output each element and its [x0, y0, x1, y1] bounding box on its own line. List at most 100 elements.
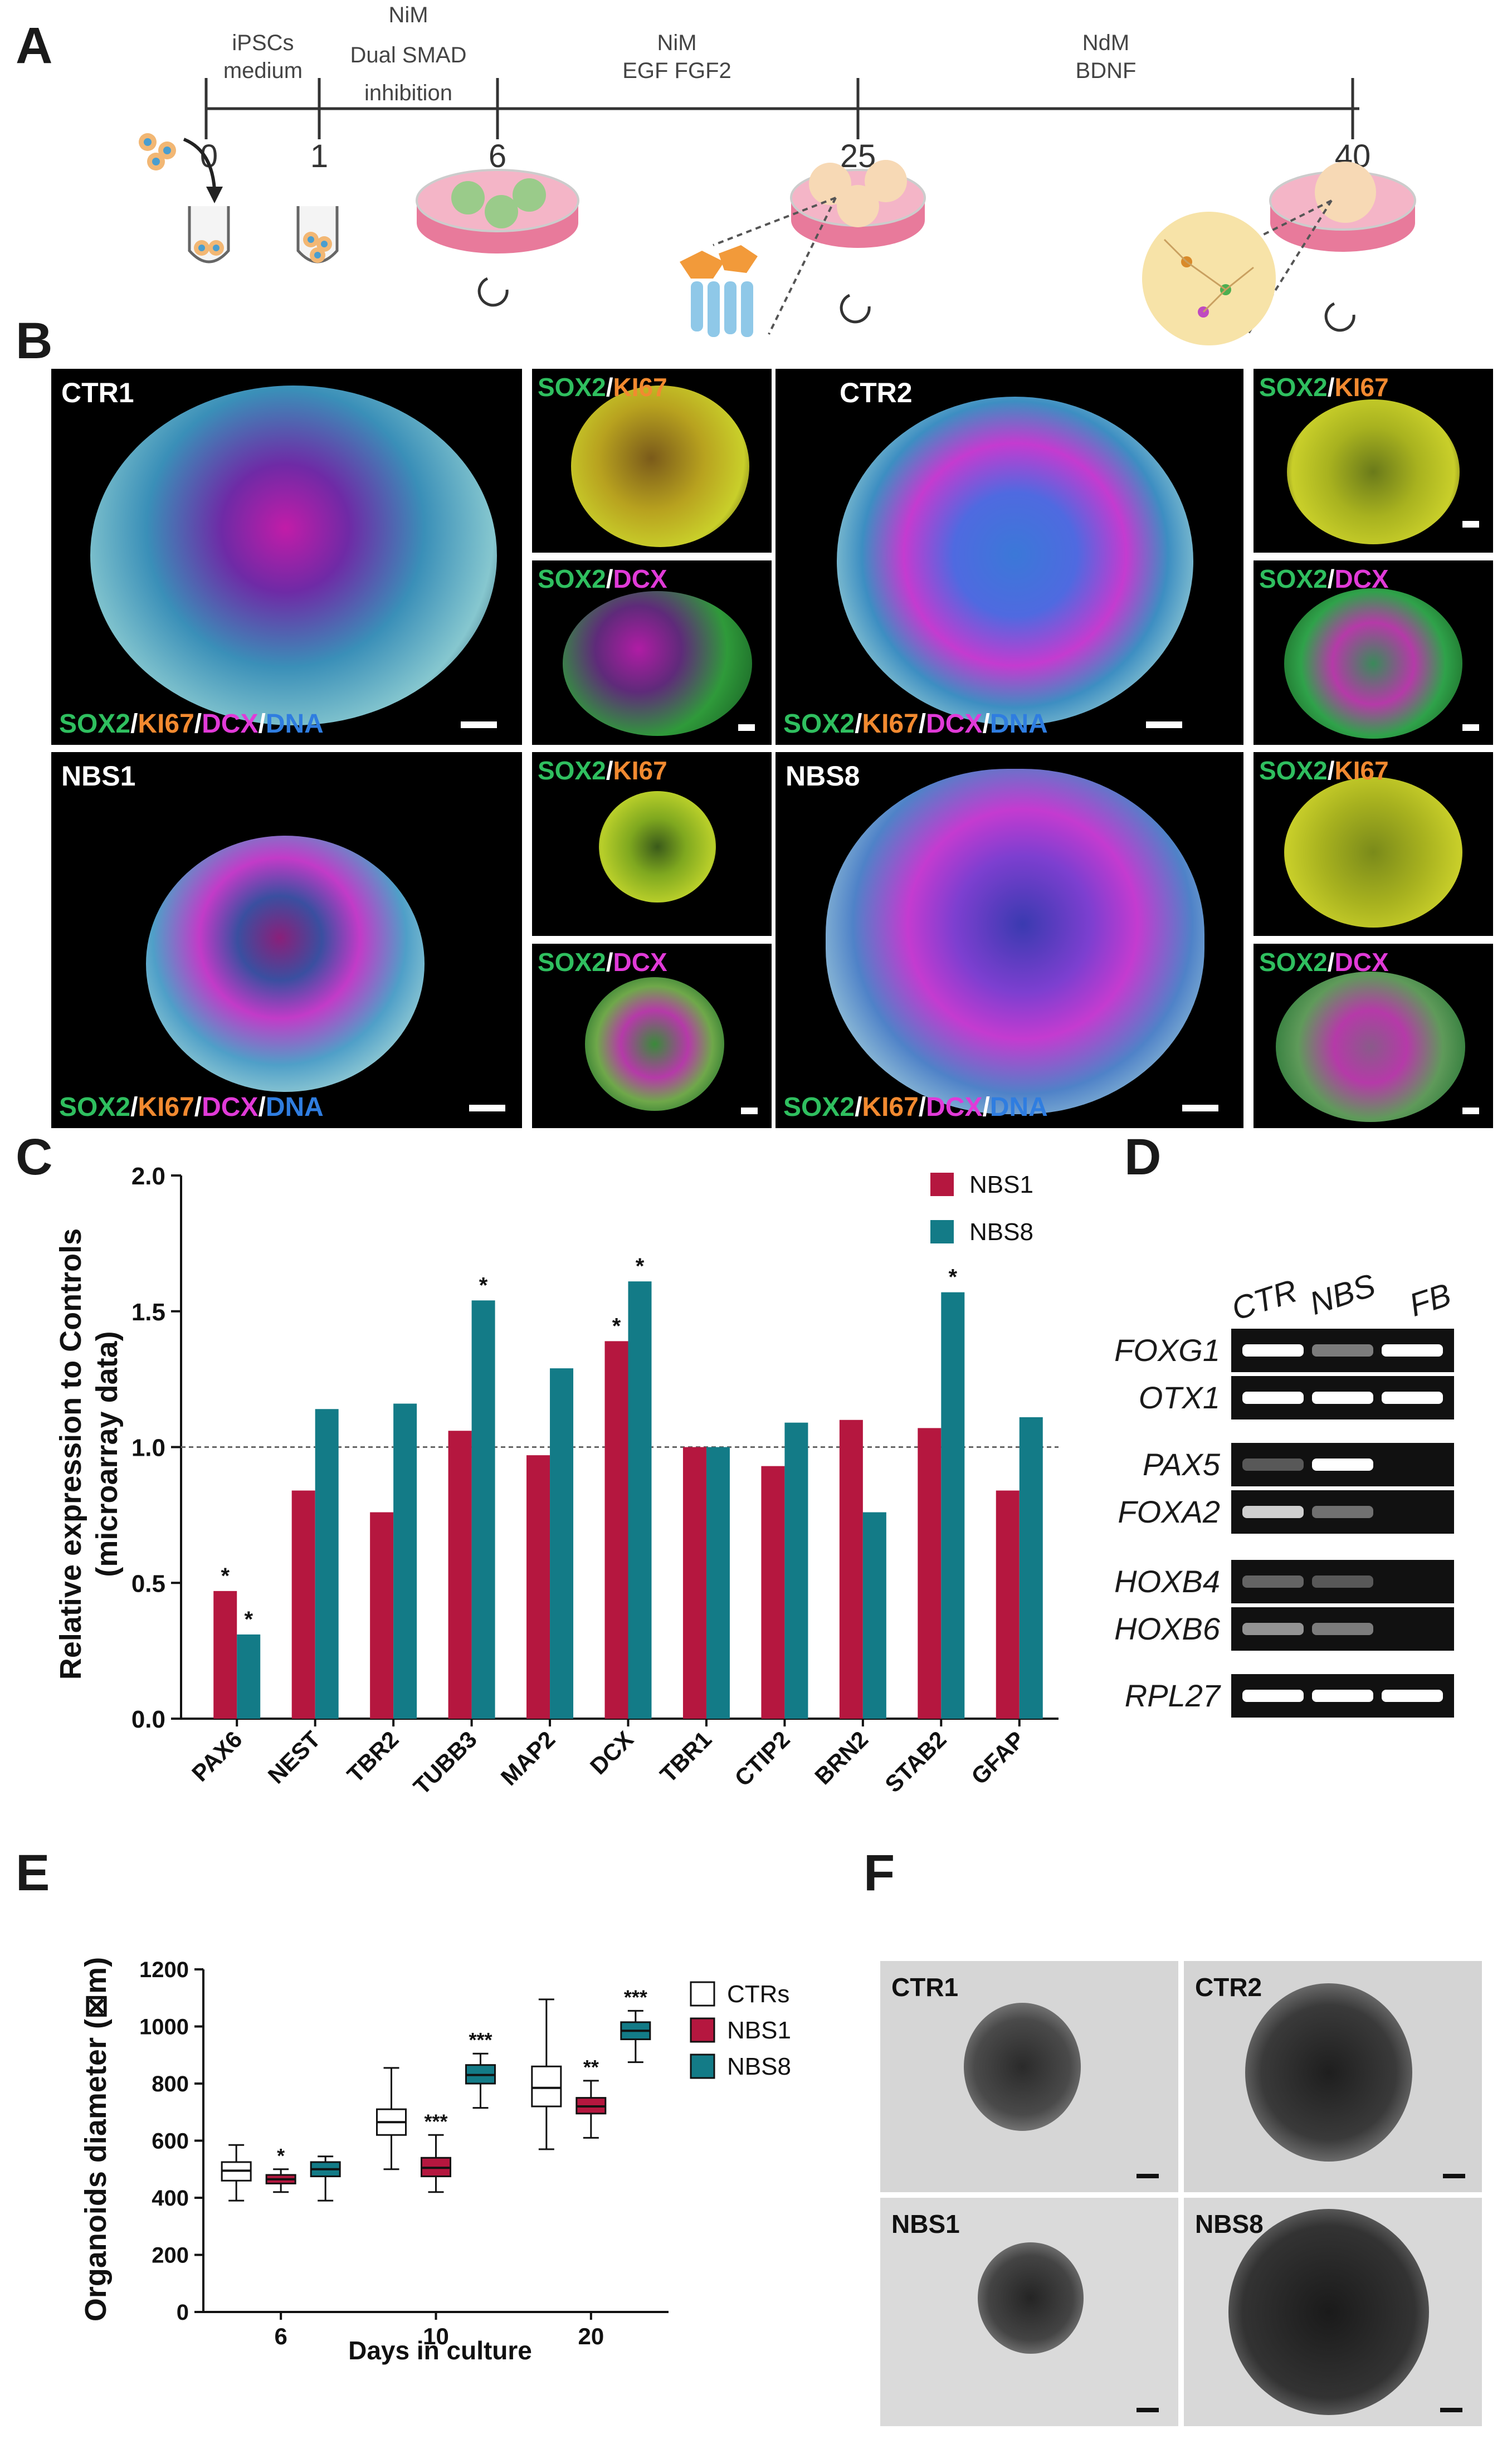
group-label: CTR2	[840, 377, 913, 408]
medium-label: EGF FGF2	[622, 58, 731, 83]
gel-gene-label: FOXA2	[1118, 1494, 1220, 1529]
y-tick-label: 0.5	[131, 1570, 165, 1597]
bar	[604, 1341, 628, 1719]
day-label: 0	[200, 138, 218, 174]
gel-gene-label: RPL27	[1124, 1678, 1220, 1713]
bar	[839, 1420, 863, 1719]
scale-bar	[469, 1105, 505, 1111]
gel-lane-strip	[1231, 1376, 1454, 1420]
neuroepithelium-icon	[680, 245, 758, 337]
gel-band	[1242, 1575, 1304, 1588]
organoid	[978, 2242, 1084, 2354]
image-nbs8-sox2-ki67: SOX2/KI67	[1254, 752, 1493, 936]
bar	[862, 1512, 886, 1719]
bar	[941, 1292, 965, 1719]
gel-lane-strip	[1231, 1490, 1454, 1534]
group-label: NBS1	[891, 2209, 960, 2238]
stain-legend: SOX2/KI67/DCX/DNA	[783, 709, 1048, 739]
legend-label: NBS1	[727, 2017, 791, 2044]
organoid	[571, 386, 749, 547]
scale-bar	[1182, 1105, 1218, 1111]
gel-column-headers: CTR NBS FB	[1227, 1267, 1465, 1328]
gel-band	[1312, 1623, 1373, 1635]
stain-legend: SOX2/DCX	[1259, 948, 1389, 977]
medium-label: NiM	[657, 31, 696, 55]
x-tick-label: TBR2	[342, 1726, 404, 1788]
significance-mark: *	[949, 1265, 958, 1290]
bar	[471, 1300, 495, 1719]
tube-icon	[296, 206, 339, 264]
gel-band	[1242, 1392, 1304, 1404]
bar	[996, 1490, 1020, 1719]
x-tick-label: 10	[423, 2323, 449, 2349]
bar	[706, 1447, 730, 1719]
panel-label-d: D	[1124, 1129, 1162, 1186]
y-tick-label: 600	[152, 2129, 189, 2154]
stain-legend: SOX2/KI67	[1259, 373, 1389, 402]
bar	[550, 1368, 574, 1719]
stain-legend: SOX2/DCX	[538, 564, 667, 593]
stain-legend: SOX2/KI67/DCX/DNA	[59, 1092, 324, 1122]
organoid	[585, 977, 724, 1111]
panel-label-f: F	[864, 1845, 895, 1901]
group-label: CTR2	[1195, 1973, 1262, 2002]
y-tick-label: 0	[177, 2300, 189, 2325]
gel-gene-label: HOXB6	[1114, 1611, 1220, 1646]
gel-column-label: FB	[1404, 1276, 1456, 1324]
scale-bar	[1462, 1108, 1479, 1114]
stain-legend: SOX2/KI67/DCX/DNA	[59, 709, 324, 739]
image-ctr1-merged: CTR1 SOX2/KI67/DCX/DNA	[51, 369, 522, 745]
organoid	[563, 591, 752, 736]
organoid	[1245, 1983, 1412, 2162]
significance-mark: *	[612, 1314, 621, 1338]
medium-label: medium	[223, 58, 303, 83]
bar	[628, 1281, 652, 1719]
gel-gene-label: FOXG1	[1114, 1333, 1220, 1368]
image-ctr1-sox2-ki67: SOX2/KI67	[532, 369, 772, 553]
x-tick-label: BRN2	[809, 1726, 873, 1789]
significance-mark: *	[479, 1273, 488, 1297]
scale-bar	[738, 724, 755, 731]
significance-mark: ***	[624, 1986, 647, 2008]
x-tick-label: 20	[578, 2323, 604, 2349]
gel-band	[1242, 1344, 1304, 1357]
organoid	[599, 791, 716, 903]
brightfield-nbs8: NBS8	[1184, 2198, 1482, 2426]
gel-band	[1382, 1344, 1443, 1357]
y-tick-label: 2.0	[131, 1163, 165, 1190]
group-label: NBS1	[61, 760, 136, 792]
significance-mark: *	[277, 2144, 285, 2167]
gel-lane-strip	[1231, 1674, 1454, 1718]
x-tick-label: PAX6	[187, 1726, 247, 1787]
gel-band	[1312, 1506, 1373, 1518]
image-ctr2-sox2-ki67: SOX2/KI67	[1254, 369, 1493, 553]
x-axis-label: Days in culture	[348, 2336, 532, 2365]
ipsc-cluster-icon	[139, 133, 223, 203]
box	[531, 2065, 562, 2108]
organoid	[964, 2003, 1081, 2131]
gel-band	[1312, 1458, 1373, 1471]
y-axis-label: Organoids diameter (⊠m)	[79, 1957, 113, 2321]
bar	[213, 1591, 237, 1719]
legend-swatch	[690, 2017, 715, 2043]
scale-bar	[1443, 2174, 1465, 2178]
bar	[291, 1490, 315, 1719]
medium-label: inhibition	[364, 81, 452, 105]
gel-band	[1312, 1575, 1373, 1588]
organoid	[837, 397, 1193, 725]
scale-bar	[1146, 721, 1182, 728]
gel-gene-label: OTX1	[1138, 1380, 1220, 1415]
y-axis-label: (microarray data)	[90, 1331, 124, 1577]
gel-band	[1242, 1623, 1304, 1635]
medium-label: Dual SMAD	[350, 43, 467, 67]
gel-lane-strip	[1231, 1607, 1454, 1651]
significance-mark: **	[583, 2056, 599, 2079]
panel-label-c: C	[16, 1129, 53, 1186]
bar	[315, 1409, 339, 1719]
gel-gene-label: HOXB4	[1114, 1564, 1220, 1599]
scale-bar	[1462, 724, 1479, 731]
bar	[784, 1422, 808, 1719]
y-tick-label: 400	[152, 2186, 189, 2211]
organoid	[1284, 588, 1462, 739]
panel-label-a: A	[16, 17, 53, 74]
